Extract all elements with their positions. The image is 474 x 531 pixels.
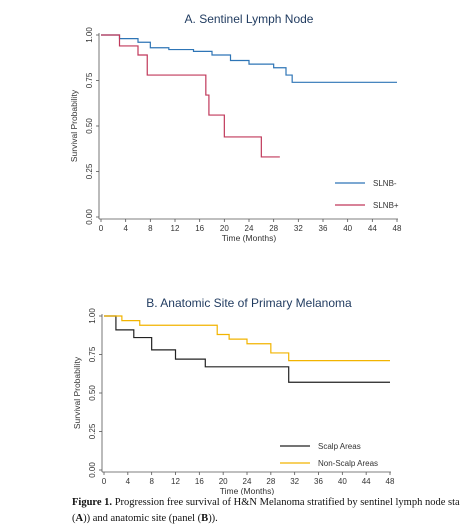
caption-line-1: Figure 1. Progression free survival of H… <box>72 495 474 511</box>
series-line-slnb- <box>101 34 397 83</box>
chart-title: A. Sentinel Lymph Node <box>185 12 314 26</box>
chart-title: B. Anatomic Site of Primary Melanoma <box>146 296 352 310</box>
x-tick-label: 28 <box>269 224 278 233</box>
x-tick-label: 24 <box>245 224 254 233</box>
x-tick-label: 20 <box>219 477 228 486</box>
x-axis-title: Time (Months) <box>222 233 277 243</box>
x-tick-label: 44 <box>362 477 371 486</box>
legend-label: SLNB+ <box>373 201 399 210</box>
legend-label: Scalp Areas <box>318 442 361 451</box>
x-tick-label: 28 <box>266 477 275 486</box>
caption-figure-label: Figure 1. <box>72 497 113 508</box>
x-tick-label: 12 <box>171 477 180 486</box>
x-tick-label: 16 <box>195 224 204 233</box>
y-tick-label: 0.00 <box>85 209 94 225</box>
x-tick-label: 8 <box>148 224 153 233</box>
y-tick-label: 1.00 <box>85 27 94 43</box>
x-tick-label: 32 <box>294 224 303 233</box>
x-tick-label: 16 <box>195 477 204 486</box>
x-tick-label: 48 <box>393 224 402 233</box>
y-tick-label: 0.25 <box>85 163 94 179</box>
series-line-scalp-areas <box>104 315 390 383</box>
caption-text-2c: )). <box>208 513 218 524</box>
caption-panel-b: B <box>201 513 209 524</box>
x-tick-label: 36 <box>319 224 328 233</box>
x-tick-label: 48 <box>386 477 395 486</box>
x-tick-label: 0 <box>102 477 107 486</box>
x-tick-label: 24 <box>243 477 252 486</box>
x-tick-label: 4 <box>126 477 131 486</box>
caption-text-2a: ( <box>72 513 76 524</box>
series-line-slnb- <box>101 34 280 158</box>
y-axis-title: Survival Probability <box>69 89 79 162</box>
y-tick-label: 0.75 <box>85 72 94 88</box>
figure-caption: Figure 1. Progression free survival of H… <box>72 495 474 527</box>
x-tick-label: 12 <box>171 224 180 233</box>
caption-text-2b: )) and anatomic site (panel ( <box>83 513 202 524</box>
x-tick-label: 36 <box>314 477 323 486</box>
series-line-non-scalp-areas <box>104 315 390 362</box>
caption-text-1: Progression free survival of H&N Melanom… <box>114 497 460 508</box>
y-tick-label: 0.75 <box>88 346 97 362</box>
y-tick-label: 1.00 <box>88 308 97 324</box>
y-tick-label: 0.50 <box>88 385 97 401</box>
x-tick-label: 8 <box>149 477 154 486</box>
x-tick-label: 40 <box>338 477 347 486</box>
legend-label: SLNB- <box>373 179 397 188</box>
y-tick-label: 0.25 <box>88 423 97 439</box>
caption-line-2: (A)) and anatomic site (panel (B)). <box>72 511 474 527</box>
x-tick-label: 0 <box>99 224 104 233</box>
y-tick-label: 0.50 <box>85 118 94 134</box>
caption-panel-a: A <box>75 513 84 524</box>
x-tick-label: 40 <box>343 224 352 233</box>
y-axis-title: Survival Probability <box>72 356 82 429</box>
legend-label: Non-Scalp Areas <box>318 459 378 468</box>
x-tick-label: 20 <box>220 224 229 233</box>
y-tick-label: 0.00 <box>88 462 97 478</box>
x-tick-label: 44 <box>368 224 377 233</box>
x-tick-label: 32 <box>290 477 299 486</box>
x-axis-title: Time (Months) <box>220 486 275 495</box>
x-tick-label: 4 <box>123 224 128 233</box>
